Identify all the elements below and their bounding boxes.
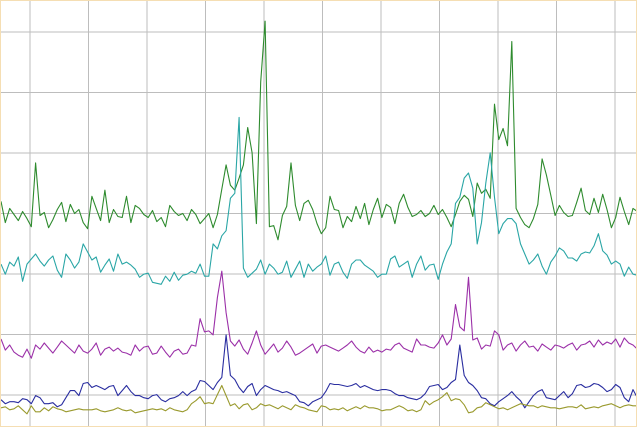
series-line-4	[1, 334, 636, 409]
series-line-3	[1, 270, 636, 359]
series-group	[1, 20, 636, 415]
series-line-2	[1, 116, 636, 285]
series-line-5	[1, 384, 636, 415]
series-line-1	[1, 20, 636, 241]
